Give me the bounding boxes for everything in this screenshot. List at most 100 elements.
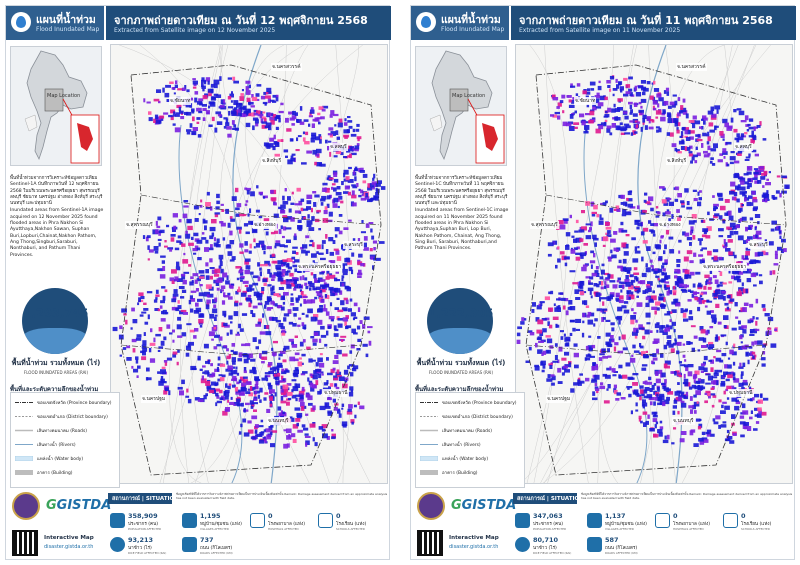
flood-patch xyxy=(772,270,776,275)
flood-patch xyxy=(182,312,188,315)
flood-patch xyxy=(213,304,217,309)
flood-patch xyxy=(689,310,693,315)
flood-patch xyxy=(668,201,674,206)
flood-patch xyxy=(280,274,285,277)
flood-patch xyxy=(725,248,731,252)
flood-patch xyxy=(537,319,544,325)
flood-patch xyxy=(595,266,599,270)
flood-patch xyxy=(247,420,252,424)
flood-patch xyxy=(214,388,220,392)
flood-patch xyxy=(550,114,555,117)
interactive-map-link[interactable]: disaster.gistda.or.th xyxy=(449,544,499,550)
flood-patch xyxy=(737,177,744,180)
flood-patch xyxy=(343,369,349,375)
flood-patch xyxy=(578,286,582,289)
flood-patch xyxy=(347,191,351,196)
flood-patch xyxy=(596,92,600,97)
flood-map-canvas[interactable]: จ.นครสวรรค์ จ.ชัยนาท จ.ลพบุรี จ.สิงห์บุร… xyxy=(515,44,793,484)
flood-patch xyxy=(341,403,345,407)
flood-patch xyxy=(684,135,688,138)
flood-patch xyxy=(580,380,585,384)
flood-patch xyxy=(581,332,585,338)
flood-patch xyxy=(269,396,273,401)
flood-patch xyxy=(284,188,287,192)
flood-patch xyxy=(715,125,719,128)
flood-map-canvas[interactable]: จ.นครสวรรค์ จ.ชัยนาท จ.ลพบุรี จ.สิงห์บุร… xyxy=(110,44,388,484)
flood-patch xyxy=(329,383,334,387)
flood-patch xyxy=(176,103,182,108)
flood-patch xyxy=(240,276,245,279)
flood-patch xyxy=(240,93,244,96)
flood-patch xyxy=(193,83,197,87)
flood-patch xyxy=(164,240,167,243)
flood-patch xyxy=(762,308,766,312)
flood-patch xyxy=(613,389,618,395)
place-label: จ.พระนครศรีอยุธยา xyxy=(702,263,748,271)
flood-patch xyxy=(272,366,278,370)
flood-patch xyxy=(722,245,727,249)
flood-patch xyxy=(351,252,355,257)
village-icon xyxy=(587,513,602,528)
flood-patch xyxy=(649,388,653,392)
legend-water-body: แหล่งน้ำ (Water body) xyxy=(15,453,119,465)
flood-patch xyxy=(182,289,187,293)
flood-patch xyxy=(322,218,329,223)
road-icon xyxy=(587,537,602,552)
flood-patch xyxy=(642,399,646,403)
flood-patch xyxy=(605,110,608,114)
flood-patch xyxy=(663,202,669,206)
flood-patch xyxy=(325,311,330,316)
qr-code[interactable] xyxy=(12,530,38,556)
flood-patch xyxy=(641,393,645,396)
flood-patch xyxy=(585,305,590,308)
flood-patch xyxy=(753,393,760,398)
flood-patch xyxy=(160,318,166,322)
flood-patch xyxy=(137,365,141,369)
flood-patch xyxy=(308,123,311,127)
flood-patch xyxy=(253,398,258,401)
flood-patch xyxy=(205,202,211,207)
flood-patch xyxy=(685,391,689,397)
flood-patch xyxy=(321,424,328,429)
flood-patch xyxy=(322,433,328,439)
flood-patch xyxy=(684,232,690,237)
flood-patch xyxy=(727,239,733,243)
flood-patch xyxy=(353,332,358,335)
flood-patch xyxy=(208,93,212,97)
flood-patch xyxy=(618,81,623,85)
flood-patch xyxy=(691,156,695,161)
flood-patch xyxy=(311,132,317,137)
flood-patch xyxy=(159,305,163,309)
flood-patch xyxy=(633,102,638,107)
flood-patch xyxy=(253,246,256,249)
flood-patch xyxy=(196,239,203,244)
flood-patch xyxy=(712,395,717,398)
flood-patch xyxy=(689,145,693,149)
flood-patch xyxy=(180,309,187,312)
qr-code[interactable] xyxy=(417,530,443,556)
flood-patch xyxy=(331,429,334,432)
flood-patch xyxy=(205,110,210,115)
flood-patch xyxy=(754,340,758,345)
stat-value: 93,213 xyxy=(128,536,154,544)
interactive-map-link[interactable]: disaster.gistda.or.th xyxy=(44,544,94,550)
flood-patch xyxy=(160,300,165,304)
flood-patch xyxy=(703,285,707,290)
flood-patch xyxy=(205,381,211,386)
flood-patch xyxy=(731,351,737,356)
flood-patch xyxy=(687,371,693,377)
flood-patch xyxy=(177,235,182,239)
hospital-icon xyxy=(250,513,265,528)
place-label: จ.ชัยนาท xyxy=(574,97,597,105)
rice-plant-icon xyxy=(110,537,125,552)
flood-patch xyxy=(326,195,331,200)
flood-patch xyxy=(226,332,229,336)
flood-patch xyxy=(219,397,224,400)
flood-patch xyxy=(192,127,198,131)
flood-patch xyxy=(272,260,278,264)
flood-patch xyxy=(648,296,653,301)
flood-patch xyxy=(559,251,565,255)
flood-patch xyxy=(672,290,677,293)
place-label: จ.นครปฐม xyxy=(546,395,572,403)
flood-patch xyxy=(280,326,285,329)
